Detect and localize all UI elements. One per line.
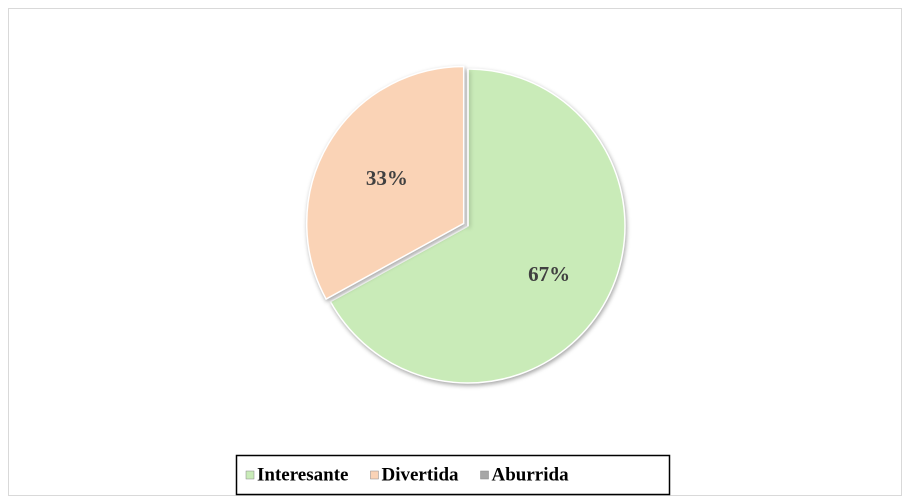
legend-box xyxy=(235,454,671,496)
data-label: 33% xyxy=(366,166,408,190)
legend-label: Aburrida xyxy=(492,464,570,485)
legend-marker xyxy=(480,470,489,480)
legend-label: Interesante xyxy=(257,464,348,485)
legend-marker xyxy=(245,470,255,480)
pie-slice xyxy=(305,65,465,301)
data-label: 67% xyxy=(528,262,570,286)
legend-label: Divertida xyxy=(381,464,459,485)
pie-slice xyxy=(329,68,626,384)
legend-marker xyxy=(370,470,379,480)
